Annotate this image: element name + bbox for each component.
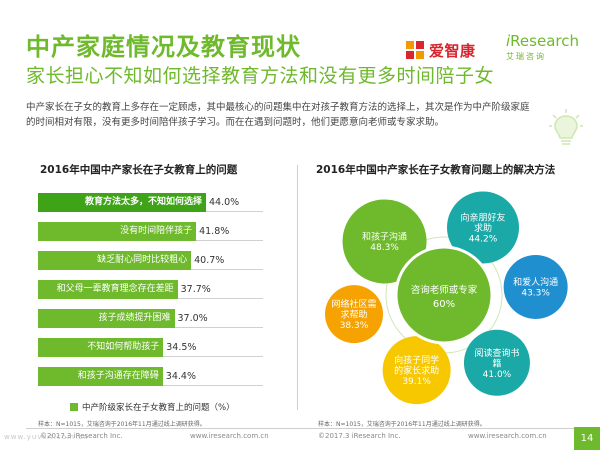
bar-baseline	[174, 327, 263, 328]
bar: 和父母一辈教育理念存在差距	[38, 280, 178, 299]
iresearch-cn: 艾瑞咨询	[506, 52, 546, 61]
chart-divider	[297, 165, 298, 410]
iresearch-brand-i: i	[506, 32, 511, 50]
bar-category-label: 和孩子沟通存在障碍	[77, 371, 159, 381]
bubble	[463, 329, 530, 396]
bar-category-label: 教育方法太多，不知如何选择	[84, 197, 202, 207]
iresearch-brand: iResearch	[506, 32, 579, 50]
bar-category-label: 孩子成绩提升困难	[98, 313, 171, 323]
bar: 孩子成绩提升困难	[38, 309, 175, 328]
bar-category-label: 没有时间陪伴孩子	[120, 226, 193, 236]
bar-row: 教育方法太多，不知如何选择 44.0%	[38, 193, 263, 212]
bubble-label: 和孩子沟通	[362, 231, 407, 243]
bubble-label: 求助	[474, 222, 492, 234]
bar: 缺乏耐心同时比较粗心	[38, 251, 192, 270]
bubble-label: 和爱人沟通	[513, 276, 558, 288]
bar-row: 孩子成绩提升困难 37.0%	[38, 309, 263, 328]
bubble-value-label: 38.3%	[340, 321, 369, 331]
left-chart-title: 2016年中国中产家长在子女教育上的问题	[40, 164, 238, 176]
footer-website-left: www.iresearch.com.cn	[190, 432, 269, 440]
bubble-label: 阅读查询书	[474, 347, 519, 359]
bubble-label: 的家长求助	[394, 365, 439, 377]
bar-row: 缺乏耐心同时比较粗心 40.7%	[38, 251, 263, 270]
iresearch-brand-rest: Research	[510, 32, 579, 50]
watermark: www.yuvsit.com.cn	[4, 433, 89, 441]
bar-chart: 教育方法太多，不知如何选择 44.0% 没有时间陪伴孩子 41.8% 缺乏耐心同时比较粗…	[38, 193, 263, 396]
footer-divider	[26, 428, 574, 429]
bubble-label: 向亲朋好友	[460, 211, 505, 223]
bubble-label: 籍	[492, 357, 501, 369]
bar-baseline	[163, 356, 263, 357]
right-chart-title: 2016年中国中产家长在子女教育问题上的解决方法	[316, 164, 556, 176]
bubble-label: 网络社区需	[332, 298, 377, 310]
bar-value-label: 41.8%	[199, 226, 230, 237]
bar-value-label: 40.7%	[194, 255, 225, 266]
bubble	[503, 254, 568, 319]
bar-category-label: 不知如何帮助孩子	[87, 342, 160, 352]
legend-label: 中产阶级家长在子女教育上的问题（%）	[82, 403, 235, 413]
bubble-value-label: 43.3%	[521, 289, 550, 299]
bubble	[382, 336, 451, 405]
azk-logo-icon	[404, 39, 426, 61]
bubble-value-label: 48.3%	[370, 243, 399, 253]
bubble	[325, 285, 384, 344]
bubble-center-value: 60%	[433, 299, 455, 310]
bar-value-label: 37.7%	[180, 284, 211, 295]
azk-logo-text: 爱智康	[429, 41, 476, 60]
footer-copyright-left: ©2017.3 iResearch Inc.	[40, 432, 123, 440]
bar-baseline	[162, 385, 263, 386]
bar-value-label: 37.0%	[177, 313, 208, 324]
bar-baseline	[196, 240, 263, 241]
bar-baseline	[206, 211, 263, 212]
bar-chart-legend: 中产阶级家长在子女教育上的问题（%）	[70, 401, 235, 413]
bar-value-label: 44.0%	[209, 197, 240, 208]
footer-website-right: www.iresearch.com.cn	[468, 432, 547, 440]
page-subtitle: 家长担心不知如何选择教育方法和没有更多时间陪子女	[26, 65, 495, 87]
azk-logo: 爱智康	[404, 36, 476, 64]
bar: 教育方法太多，不知如何选择	[38, 193, 206, 212]
bar: 没有时间陪伴孩子	[38, 222, 197, 241]
bar: 不知如何帮助孩子	[38, 338, 164, 357]
bar-row: 不知如何帮助孩子 34.5%	[38, 338, 263, 357]
footer-copyright-right: ©2017.3 iResearch Inc.	[318, 432, 401, 440]
bubble-value-label: 41.0%	[483, 370, 512, 380]
lightbulb-icon	[548, 108, 584, 152]
left-chart-source: 样本：N=1015，艾瑞咨询于2016年11月通过线上调研获得。	[38, 421, 206, 428]
page-description: 中产家长在子女的教育上多存在一定顾虑，其中最核心的问题集中在对孩子教育方法的选择…	[26, 102, 530, 128]
bubble-center-label: 咨询老师或专家	[411, 284, 478, 296]
page-number: 14	[574, 427, 600, 450]
bubble-label: 向孩子同学	[394, 354, 439, 366]
legend-swatch	[70, 403, 78, 411]
bar-category-label: 缺乏耐心同时比较粗心	[97, 255, 188, 265]
bar-baseline	[191, 269, 263, 270]
bar-category-label: 和父母一辈教育理念存在差距	[56, 284, 174, 294]
bubble-center	[394, 245, 494, 345]
bubble-label: 求帮助	[341, 309, 368, 321]
bar: 和孩子沟通存在障碍	[38, 367, 163, 386]
bar-value-label: 34.4%	[165, 371, 196, 382]
bar-baseline	[177, 298, 263, 299]
bar-row: 和父母一辈教育理念存在差距 37.7%	[38, 280, 263, 299]
bubble	[342, 199, 427, 284]
bar-value-label: 34.5%	[166, 342, 197, 353]
bubble-value-label: 39.1%	[402, 377, 431, 387]
iresearch-logo: iResearch 艾瑞咨询	[506, 32, 579, 62]
bubble-value-label: 44.2%	[469, 234, 498, 244]
bar-row: 和孩子沟通存在障碍 34.4%	[38, 367, 263, 386]
right-chart-source: 样本：N=1015，艾瑞咨询于2016年11月通过线上调研获得。	[318, 421, 486, 428]
bar-row: 没有时间陪伴孩子 41.8%	[38, 222, 263, 241]
bubble	[447, 191, 519, 264]
page-title: 中产家庭情况及教育现状	[26, 33, 301, 61]
